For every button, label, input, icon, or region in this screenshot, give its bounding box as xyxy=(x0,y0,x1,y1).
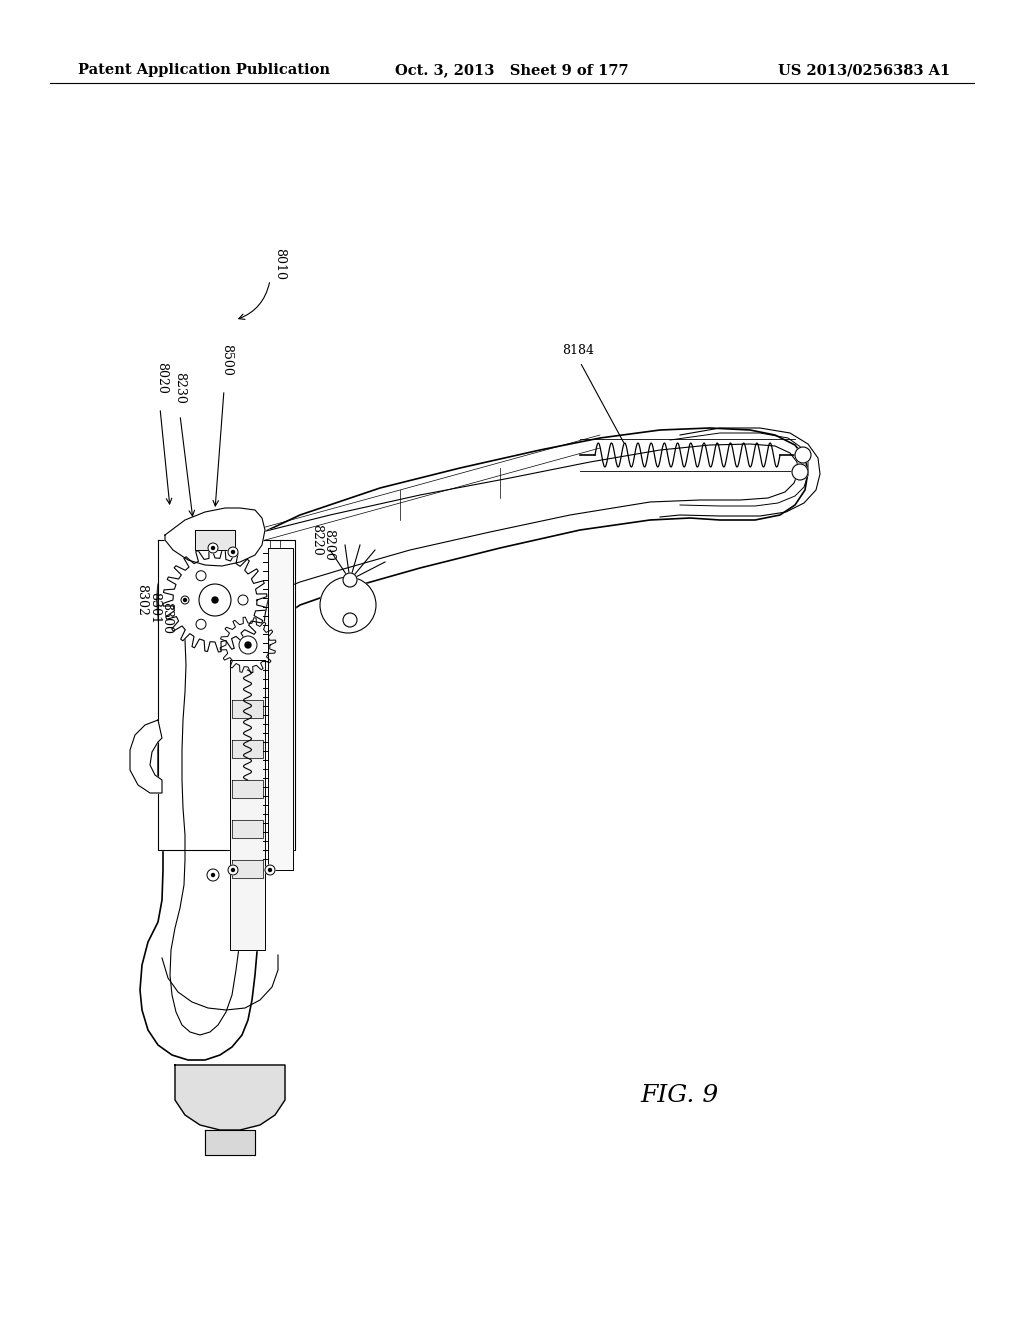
Circle shape xyxy=(792,465,808,480)
Polygon shape xyxy=(232,700,263,718)
Polygon shape xyxy=(158,540,295,850)
Text: 8500: 8500 xyxy=(220,345,233,376)
Circle shape xyxy=(231,550,234,553)
Polygon shape xyxy=(205,1130,255,1155)
Polygon shape xyxy=(232,820,263,838)
Text: Patent Application Publication: Patent Application Publication xyxy=(78,63,330,77)
Text: 8301: 8301 xyxy=(148,591,161,624)
Polygon shape xyxy=(232,741,263,758)
Circle shape xyxy=(199,583,231,616)
Polygon shape xyxy=(140,428,808,1060)
Circle shape xyxy=(245,642,251,648)
Circle shape xyxy=(212,546,214,549)
Circle shape xyxy=(795,447,811,463)
Polygon shape xyxy=(232,780,263,799)
Circle shape xyxy=(181,597,189,605)
Circle shape xyxy=(319,577,376,634)
Circle shape xyxy=(212,597,218,603)
Circle shape xyxy=(343,612,357,627)
Text: 8010: 8010 xyxy=(273,248,287,280)
Circle shape xyxy=(239,636,257,653)
Polygon shape xyxy=(220,618,275,673)
Text: 8200: 8200 xyxy=(322,529,335,561)
Circle shape xyxy=(183,598,186,602)
Text: 8220: 8220 xyxy=(310,524,323,556)
Circle shape xyxy=(196,570,206,581)
Circle shape xyxy=(208,543,218,553)
Text: US 2013/0256383 A1: US 2013/0256383 A1 xyxy=(778,63,950,77)
Text: Oct. 3, 2013   Sheet 9 of 177: Oct. 3, 2013 Sheet 9 of 177 xyxy=(395,63,629,77)
Text: 8300: 8300 xyxy=(160,602,173,634)
Polygon shape xyxy=(130,719,162,793)
Circle shape xyxy=(238,595,248,605)
Circle shape xyxy=(212,874,214,876)
Text: 8302: 8302 xyxy=(135,583,148,616)
Circle shape xyxy=(228,865,238,875)
Circle shape xyxy=(265,865,275,875)
Circle shape xyxy=(228,546,238,557)
Polygon shape xyxy=(163,548,267,652)
Text: FIG. 9: FIG. 9 xyxy=(641,1084,719,1106)
Polygon shape xyxy=(165,508,265,566)
Polygon shape xyxy=(268,548,293,870)
Polygon shape xyxy=(175,1065,285,1130)
Polygon shape xyxy=(195,531,234,550)
Circle shape xyxy=(268,869,271,871)
Circle shape xyxy=(343,573,357,587)
Text: 8020: 8020 xyxy=(155,362,168,393)
Polygon shape xyxy=(230,660,265,950)
Text: 8230: 8230 xyxy=(173,372,186,404)
Circle shape xyxy=(231,869,234,871)
Polygon shape xyxy=(170,444,798,1035)
Polygon shape xyxy=(232,861,263,878)
Circle shape xyxy=(196,619,206,630)
Circle shape xyxy=(207,869,219,880)
Text: 8184: 8184 xyxy=(562,343,594,356)
